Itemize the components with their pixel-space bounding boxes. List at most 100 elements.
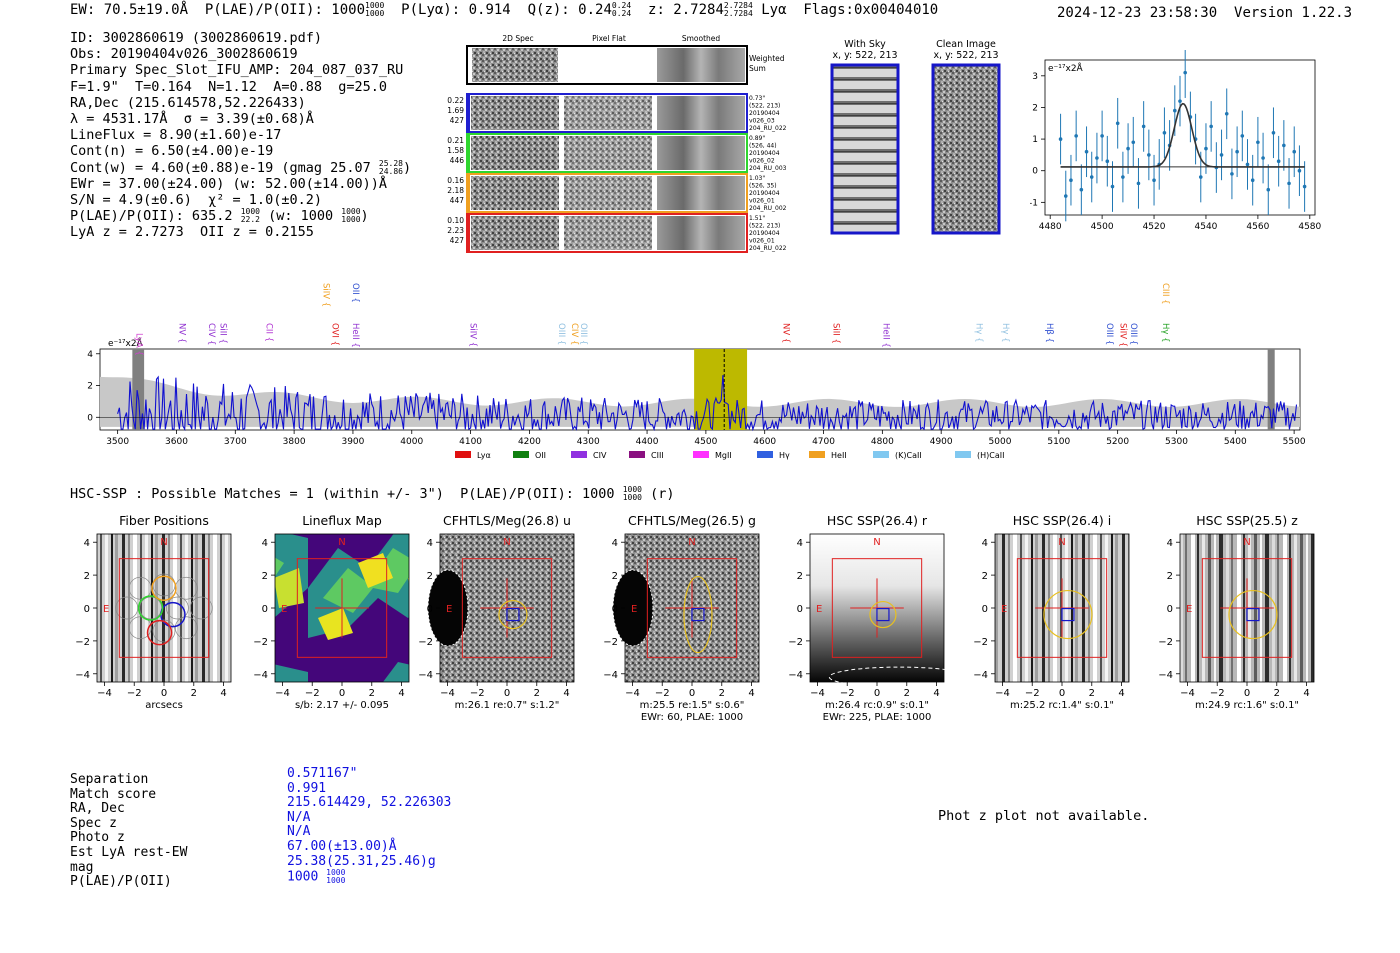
panel-xtick-label: −2 [840, 688, 855, 699]
zoom-point [1224, 111, 1229, 116]
panel-xtick-label: 4 [220, 688, 226, 699]
panel-ytick-label: 0 [797, 604, 803, 615]
panel-ytick-label: 0 [612, 604, 618, 615]
legend-swatch [513, 451, 529, 458]
emission-line-label: Hγ { [1160, 323, 1170, 343]
cutout-2dspec [471, 136, 559, 170]
cutout-row-meta: 0.73" [749, 95, 765, 102]
panel-ytick-label: 4 [612, 538, 618, 549]
header-flags: Flags:0x00404010 [803, 2, 939, 18]
zoom-point [1089, 175, 1094, 179]
zoom-point [1302, 184, 1307, 189]
photz-message: Phot z plot not available. [938, 808, 1150, 824]
weighted-sum-2dspec [472, 48, 558, 82]
header-qz-frac: 0.24 0.24 [611, 1, 632, 18]
cutout-smoothed [657, 136, 745, 170]
col-label-pixelflat: Pixel Flat [592, 34, 626, 43]
cutout-row-meta: 20190404 [749, 230, 780, 237]
zoom-point [1069, 178, 1073, 183]
cutout-row-stat: 446 [450, 156, 465, 165]
panel-xtick-label: 4 [748, 688, 754, 699]
panel-caption-2: EWr: 60, PLAE: 1000 [641, 712, 743, 723]
match-marker [506, 607, 520, 622]
emission-line-label: SiII { [831, 323, 841, 344]
emission-line-label: Hγ { [1000, 323, 1010, 343]
main-xtick-label: 5200 [1106, 437, 1129, 447]
header-z-frac: 2.7284 2.7284 [723, 1, 753, 18]
north-label: N [338, 537, 345, 548]
match-label: Separation [70, 772, 149, 787]
legend-label: CIII [651, 451, 664, 460]
zoom-point [1095, 156, 1099, 160]
fiber-circle-2 [137, 595, 164, 621]
cutout-row-stat: 447 [450, 196, 465, 205]
fiber-circle-3 [151, 575, 177, 602]
east-label: E [1186, 604, 1192, 615]
header-z: z: 2.7284 [648, 2, 724, 18]
panel-caption: m:26.4 rc:0.9" s:0.1" [825, 700, 929, 711]
match-marker [691, 607, 705, 622]
legend-swatch [629, 451, 645, 458]
main-xtick-label: 4800 [871, 437, 894, 447]
aperture-ellipse [1043, 589, 1093, 640]
zoom-point [1084, 149, 1089, 154]
zoom-point [1198, 175, 1203, 179]
zoom-point [1131, 140, 1136, 145]
header-plae: P(LAE)/P(OII): 1000 [204, 2, 366, 18]
zoom-point [1204, 146, 1208, 151]
panel-ytick-label: −4 [788, 670, 803, 681]
match-label: RA, Dec [70, 801, 125, 817]
panel-xtick-label: 2 [1274, 688, 1280, 699]
flux-spectrum [117, 375, 1298, 432]
header-qz: Q(z): 0.24 [527, 2, 612, 18]
match-value: N/A [287, 824, 311, 840]
cutout-pixelflat [564, 176, 652, 210]
cutout-smoothed [657, 96, 745, 130]
zoom-xtick-label: 4540 [1195, 222, 1218, 232]
panel-ytick-label: 4 [84, 538, 90, 549]
panel-xtick-label: −4 [275, 688, 290, 699]
weighted-label: Weighted [749, 54, 785, 63]
search-box [646, 558, 738, 658]
zoom-point [1292, 149, 1297, 154]
hsc-plae-frac: 1000 1000 [622, 485, 642, 502]
fiber-circle [152, 619, 176, 643]
east-label: E [631, 604, 637, 615]
info-plae: P(LAE)/P(OII): 635.2 1000 22.2 (w: 1000 1… [70, 207, 369, 225]
panel-ytick-label: 2 [797, 571, 803, 582]
panel-ytick-label: −4 [75, 670, 90, 681]
north-label: N [160, 537, 167, 548]
search-box [118, 558, 210, 658]
legend-label: (H)CaII [977, 451, 1004, 460]
legend-swatch [757, 451, 773, 458]
panel-ytick-label: −4 [1158, 670, 1173, 681]
search-box [831, 558, 923, 658]
main-xtick-label: 4000 [400, 437, 423, 447]
zoom-xtick-label: 4500 [1091, 222, 1114, 232]
zoom-point [1105, 159, 1110, 164]
cutout-row-stat: 0.10 [447, 216, 464, 225]
cutout-row-meta: 20190404 [749, 110, 780, 117]
emission-line-label: SiIV { [1118, 323, 1128, 347]
zoom-xtick-label: 4520 [1143, 222, 1166, 232]
panel-ytick-label: −4 [418, 670, 433, 681]
panel-ytick-label: −2 [418, 637, 433, 648]
emission-line-label: OIII { [578, 323, 588, 345]
legend-label: Lyα [477, 451, 491, 460]
panel-title: CFHTLS/Meg(26.8) u [443, 513, 571, 528]
info-lineflux: LineFlux = 8.90(±1.60)e-17 [70, 127, 282, 144]
panel-xtick-label: 4 [933, 688, 939, 699]
imaging-panels: Fiber Positions N E −4 −4 −2 −2 0 0 2 2 4 4 arcsecs Li… [75, 513, 1315, 723]
cutout-2dspec [471, 216, 559, 250]
masked-region [1267, 349, 1275, 430]
panel-xtick-label: 4 [563, 688, 569, 699]
panel-ytick-label: 2 [84, 571, 90, 582]
cutout-row-meta: 204_RU_022 [749, 245, 787, 252]
masked-region [132, 349, 145, 430]
legend-label: CIV [593, 451, 607, 460]
panel-xtick-label: −2 [305, 688, 320, 699]
zoom-point [1276, 159, 1281, 164]
main-xtick-label: 3500 [106, 437, 129, 447]
zoom-point [1266, 187, 1271, 192]
panel-ytick-label: 4 [1167, 538, 1173, 549]
